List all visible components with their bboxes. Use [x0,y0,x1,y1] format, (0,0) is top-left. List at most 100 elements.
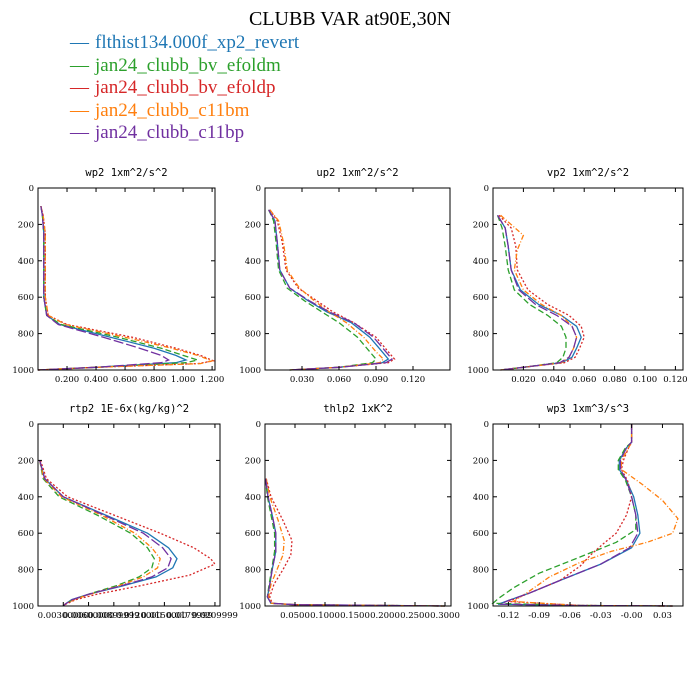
series-line [497,214,578,371]
x-tick-label: 0.020 [511,375,535,385]
y-tick-label: 0 [256,184,261,194]
y-tick-label: 600 [18,293,34,303]
x-tick-label: -0.12 [497,611,519,621]
y-tick-label: 400 [18,257,34,267]
legend-label: jan24_clubb_bv_efoldp [95,77,276,98]
y-tick-label: 1000 [467,366,489,376]
legend-entry: — flthist134.000f_xp2_revert [70,32,299,55]
x-tick-label: 0.800 [142,375,166,385]
x-tick-label: -0.03 [590,611,612,621]
plot-frame [37,423,221,607]
series-line [497,214,582,371]
y-tick-label: 1000 [467,602,489,612]
legend-swatch: — [70,99,89,121]
legend-entry: — jan24_clubb_c11bm [70,100,299,123]
series-line [268,209,393,371]
panel: rtp2 1E-6x(kg/kg)^2 0 200 400 600 800 1000 0.00… [12,403,238,621]
y-tick-label: 800 [473,566,489,576]
legend-label: jan24_clubb_bv_efoldm [95,54,281,76]
x-tick-label: 0.0120000 [116,611,162,621]
series-line [269,209,385,371]
legend-entry: — jan24_clubb_bv_efoldp [70,77,299,100]
x-tick-label: 0.03 [653,611,672,621]
series-line [37,206,171,371]
plot-frame [37,187,216,371]
legend-label: jan24_clubb_c11bp [95,122,245,143]
x-tick-label: 0.090 [364,375,388,385]
y-tick-label: 1000 [12,602,34,612]
series-line [500,214,578,371]
series-line [39,460,172,607]
legend-swatch: — [70,32,89,53]
y-tick-label: 600 [245,529,261,539]
legend-swatch: — [70,77,89,98]
series-line [508,424,673,607]
y-tick-label: 0 [256,420,261,430]
x-tick-label: 0.030 [290,375,314,385]
x-tick-label: 0.0150000 [141,611,187,621]
x-tick-label: 0.120 [401,375,425,385]
panel-title: wp3 1xm^3/s^3 [547,403,629,415]
panel-title: up2 1xm^2/s^2 [316,167,398,179]
y-tick-label: 200 [473,220,489,230]
series-line [264,478,446,607]
series-line [39,460,178,607]
series-line [269,209,396,371]
x-tick-label: 0.080 [602,375,626,385]
panel-title: wp2 1xm^2/s^2 [85,167,167,179]
x-tick-label: 0.040 [542,375,566,385]
series-line [37,206,201,371]
y-tick-label: 400 [473,257,489,267]
legend-label: jan24_clubb_c11bm [95,99,250,121]
x-tick-label: 0.200 [55,375,79,385]
panel: up2 1xm^2/s^2 0 200 400 600 800 1000 0.030 0.060… [239,167,451,385]
y-tick-label: 400 [18,493,34,503]
y-tick-label: 1000 [239,602,261,612]
x-tick-label: 0.1500 [340,611,370,621]
x-tick-label: -0.00 [621,611,643,621]
y-tick-label: 1000 [12,366,34,376]
legend: — flthist134.000f_xp2_revert — jan24_clubb_… [70,32,299,145]
series-line [39,460,156,607]
series-line [496,215,567,371]
panel-title: thlp2 1xK^2 [323,403,393,415]
x-tick-label: 1.200 [200,375,224,385]
y-tick-label: 200 [18,220,34,230]
x-tick-label: 0.0500 [280,611,310,621]
series-line [37,206,215,371]
legend-label: flthist134.000f_xp2_revert [95,32,300,53]
x-tick-label: 0.100 [633,375,657,385]
series-line [265,478,446,607]
panel: wp2 1xm^2/s^2 0 200 400 600 800 1000 0.200 0.400… [12,167,224,385]
y-tick-label: 0 [29,184,34,194]
y-tick-label: 600 [473,529,489,539]
panel: vp2 1xm^2/s^2 0 200 400 600 800 1000 0.020 0.040… [467,167,687,385]
plot-frame [492,187,684,371]
series-line [491,424,673,607]
y-tick-label: 800 [473,330,489,340]
x-tick-label: 0.060 [572,375,596,385]
y-tick-label: 200 [473,456,489,466]
x-tick-label: 0.2500 [400,611,430,621]
x-tick-label: 0.0209999 [192,611,238,621]
series-line [498,214,585,371]
y-tick-label: 600 [245,293,261,303]
x-tick-label: 0.00899999 [88,611,139,621]
x-tick-label: 0.600 [113,375,137,385]
chart-title: CLUBB VAR at90E,30N [248,8,452,30]
legend-swatch: — [70,54,89,76]
y-tick-label: 400 [245,493,261,503]
y-tick-label: 1000 [239,366,261,376]
legend-swatch: — [70,122,89,143]
series-line [511,424,679,607]
plot-frame [264,187,451,371]
x-tick-label: 1.000 [171,375,195,385]
legend-entry: — jan24_clubb_c11bp [70,122,299,145]
y-tick-label: 0 [29,420,34,430]
panel-title: vp2 1xm^2/s^2 [547,167,629,179]
y-tick-label: 200 [18,456,34,466]
plot-frame [264,423,452,607]
y-tick-label: 200 [245,220,261,230]
x-tick-label: 0.400 [84,375,108,385]
